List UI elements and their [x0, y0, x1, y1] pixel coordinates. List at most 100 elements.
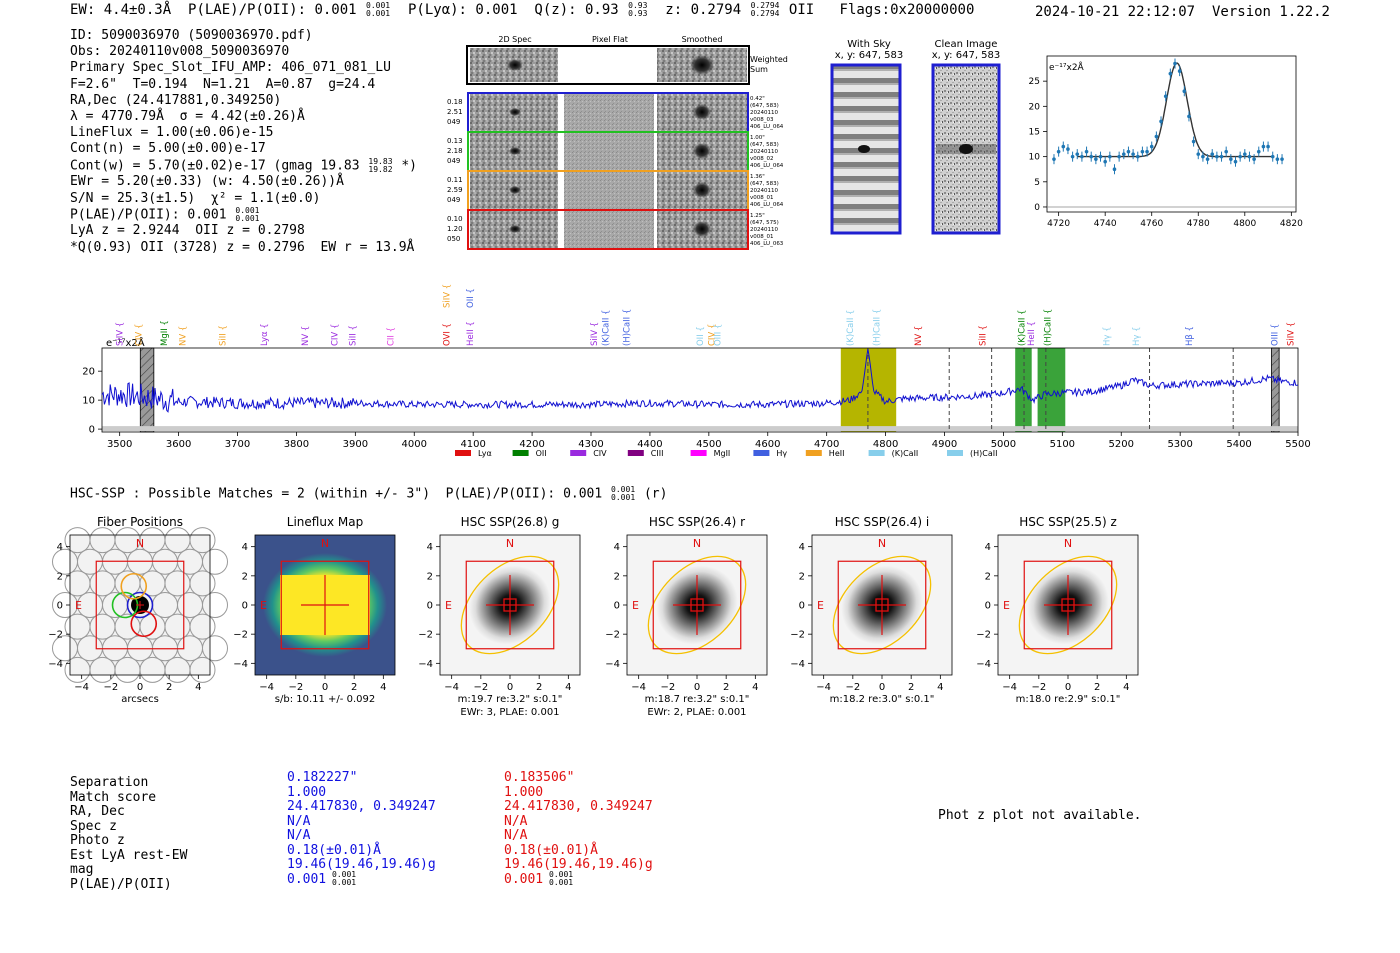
full-xtick-label: 4300	[578, 439, 603, 450]
full-xtick-label: 5200	[1109, 439, 1134, 450]
spec-emission-blob	[509, 186, 521, 194]
cutout-ytick-label: −4	[790, 659, 805, 670]
cutout-xtick-label: 0	[322, 682, 328, 693]
cutout-xtick-label: −4	[444, 682, 459, 693]
masked-region	[139, 347, 155, 433]
zoom-point	[1182, 89, 1187, 94]
info-lya: LyA z = 2.9244 OII z = 0.2798	[70, 223, 305, 239]
zoom-xtick-label: 4800	[1233, 219, 1256, 229]
cutout-xtick-label: 4	[1123, 682, 1129, 693]
match-row-label: Photo z	[70, 833, 125, 848]
fiber-circle	[202, 592, 228, 618]
match-row-value-1: 24.417830, 0.349247	[287, 799, 436, 814]
aperture-ellipse	[1018, 555, 1118, 655]
full-xtick-label: 4800	[873, 439, 898, 450]
zoom-point	[1094, 157, 1098, 161]
line-label: SiIV {	[590, 322, 600, 346]
info-contn: Cont(n) = 5.00(±0.00)e-17	[70, 141, 266, 157]
legend-swatch	[805, 450, 822, 456]
info-lineflux: LineFlux = 1.00(±0.06)e-15	[70, 125, 274, 141]
fiber-primary	[126, 591, 154, 619]
match-row-value-1: N/A	[287, 813, 311, 829]
zoom-ytick-label: 20	[1029, 102, 1041, 112]
match-row-label: Est LyA rest-EW	[70, 847, 188, 863]
spec-row-right-label: 20240110	[750, 110, 778, 116]
zoom-xtick-label: 4820	[1280, 219, 1303, 229]
north-label: N	[506, 537, 514, 550]
zoom-point	[1238, 154, 1242, 159]
zoom-point	[1089, 154, 1094, 159]
east-label: E	[817, 599, 824, 612]
zoom-plot: e⁻¹⁷x2Å 4720 4740 4760 4780 4800 4820 0 5 10 15 20…	[1029, 55, 1303, 229]
match-row-label: Match score	[70, 789, 157, 805]
with-sky-title: With Sky	[847, 39, 891, 50]
line-label: CIV {	[331, 324, 341, 346]
spec-row-flat	[564, 94, 654, 131]
zoom-point	[1070, 154, 1075, 159]
full-xtick-label: 3900	[343, 439, 368, 450]
cutout-title: HSC SSP(26.4) r	[649, 515, 745, 529]
cutout-xtick-label: 4	[195, 682, 201, 693]
zoom-ytick-label: 15	[1029, 127, 1040, 137]
match-row-label: P(LAE)/P(OII)	[70, 876, 172, 892]
match-row-value-2: 24.417830, 0.349247	[504, 799, 653, 814]
masked-region	[1271, 347, 1280, 433]
zoom-point	[1275, 157, 1280, 161]
cutout-xtick-label: −2	[1031, 682, 1046, 693]
line-label: MgII {	[160, 320, 170, 346]
cutout-title: HSC SSP(26.4) i	[835, 515, 930, 529]
cutout-ytick-label: 0	[614, 601, 620, 612]
line-label: NV {	[914, 326, 924, 346]
info-obs: Obs: 20240110v008_5090036970	[70, 44, 290, 60]
cutout-xtick-label: −2	[660, 682, 675, 693]
zoom-point	[1149, 144, 1154, 149]
legend-swatch	[627, 450, 644, 456]
legend-label: OII	[536, 449, 547, 458]
cutout-panel: Lineflux Map N E −4 −4 −2 −2 0 0 2 2 4 4 s/b: 10.11 +…	[233, 515, 396, 705]
line-label: SiIV {	[1286, 322, 1296, 346]
spec-row-right-label: 406_LU_064	[750, 124, 784, 130]
zoom-point	[1210, 152, 1215, 156]
with-sky-blob	[858, 145, 870, 153]
cutout-ytick-label: −2	[233, 630, 248, 641]
cutout-ytick-label: 4	[427, 542, 433, 553]
cutout-caption: m:18.0 re:2.9" s:0.1"	[1016, 694, 1121, 705]
search-box	[837, 560, 927, 650]
cutout-xtick-label: 2	[908, 682, 914, 693]
north-label: N	[878, 537, 886, 550]
line-label: SiIV {	[116, 322, 126, 346]
zoom-point	[1247, 154, 1252, 159]
cutout-ytick-label: 4	[242, 542, 248, 553]
zoom-point	[1084, 149, 1089, 154]
clean-title: Clean Image	[935, 39, 998, 50]
zoom-point	[1177, 69, 1182, 73]
spec-row-left-label: 0.10	[447, 215, 463, 223]
east-label: E	[445, 599, 452, 612]
info-id: ID: 5090036970 (5090036970.pdf)	[70, 28, 313, 43]
full-xtick-label: 4000	[402, 439, 427, 450]
spec-col-header: 2D Spec	[498, 35, 531, 44]
weighted-sum-frame	[466, 45, 750, 85]
cutout-xtick-label: −4	[631, 682, 646, 693]
north-label: N	[1064, 537, 1072, 550]
line-label: NV {	[301, 326, 311, 346]
search-box	[95, 560, 185, 650]
legend-swatch	[570, 450, 587, 456]
spec-row-flat	[564, 172, 654, 209]
cutout-xtick-label: 0	[137, 682, 143, 693]
header-z: z: 0.2794	[665, 2, 742, 18]
cutout-ytick-label: 0	[985, 601, 991, 612]
full-frame	[101, 347, 1299, 433]
zoom-point	[1261, 144, 1266, 149]
legend-swatch	[455, 450, 471, 456]
north-label: N	[693, 537, 701, 550]
line-label: HeII {	[466, 321, 476, 346]
spec-row-right-label: 1.00"	[750, 135, 765, 141]
zoom-point	[1140, 149, 1145, 154]
header-qz-frac: 0.93 0.93	[628, 1, 648, 18]
cutout-xtick-label: −2	[473, 682, 488, 693]
spec-row-right-label: 0.42"	[750, 96, 765, 102]
north-label: N	[136, 537, 144, 550]
spec-row-left-label: 0.13	[447, 137, 463, 145]
